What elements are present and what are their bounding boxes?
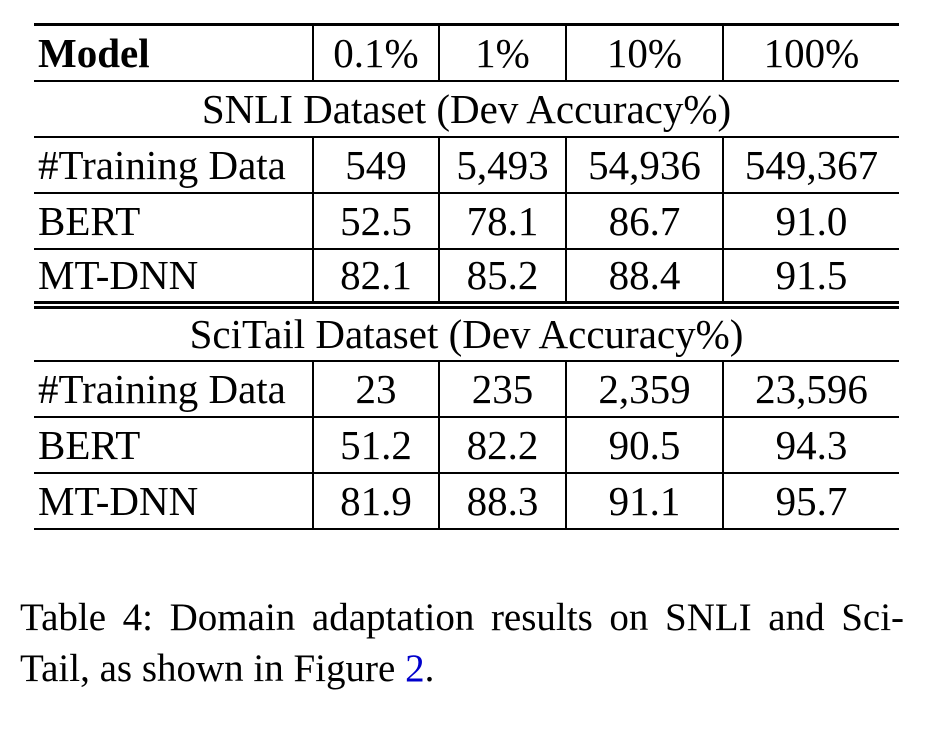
- caption-line-2: Tail, as shown in Figure 2.: [20, 643, 904, 694]
- caption-table-label: Table 4:: [20, 595, 154, 639]
- row-label: #Training Data: [38, 365, 286, 412]
- table-row-snli-training-data: #Training Data 549 5,493 54,936 549,367: [34, 136, 899, 193]
- data-cell: 549: [312, 136, 439, 193]
- table-header-row: Model 0.1% 1% 10% 100%: [34, 24, 899, 81]
- row-label: MT-DNN: [38, 477, 199, 524]
- data-cell: 52.5: [312, 192, 439, 249]
- table-caption: Table 4: Domain adaptation results on SN…: [20, 592, 904, 694]
- column-header-0-1-percent: 0.1%: [312, 24, 439, 81]
- table-row-snli-mtdnn: MT-DNN 82.1 85.2 88.4 91.5: [34, 248, 899, 305]
- caption-text: Tail, as shown in Figure: [20, 646, 406, 690]
- row-label: #Training Data: [38, 141, 286, 188]
- data-cell: 82.1: [312, 248, 439, 305]
- data-cell: 86.7: [565, 192, 723, 249]
- data-cell: 2,359: [565, 360, 723, 417]
- table-row-scitail-bert: BERT 51.2 82.2 90.5 94.3: [34, 416, 899, 473]
- data-cell: 78.1: [438, 192, 566, 249]
- column-header-100-percent: 100%: [722, 24, 899, 81]
- results-table: Model 0.1% 1% 10% 100% SNLI Dataset (Dev…: [34, 23, 899, 530]
- data-cell: 5,493: [438, 136, 566, 193]
- column-header-1-percent: 1%: [438, 24, 566, 81]
- section-title-scitail: SciTail Dataset (Dev Accuracy%): [189, 311, 744, 357]
- data-cell: 235: [438, 360, 566, 417]
- data-cell: 23: [312, 360, 439, 417]
- data-cell: 94.3: [722, 416, 899, 473]
- data-cell: 51.2: [312, 416, 439, 473]
- data-cell: 91.0: [722, 192, 899, 249]
- caption-line-1: Table 4: Domain adaptation results on SN…: [20, 592, 904, 643]
- data-cell: 82.2: [438, 416, 566, 473]
- data-cell: 95.7: [722, 472, 899, 529]
- caption-text: .: [424, 646, 435, 690]
- data-cell: 91.5: [722, 248, 899, 305]
- data-cell: 90.5: [565, 416, 723, 473]
- section-title-row-snli: SNLI Dataset (Dev Accuracy%): [34, 81, 899, 137]
- table-row-scitail-mtdnn: MT-DNN 81.9 88.3 91.1 95.7: [34, 472, 899, 529]
- paper-page: Model 0.1% 1% 10% 100% SNLI Dataset (Dev…: [0, 23, 940, 730]
- data-cell: 91.1: [565, 472, 723, 529]
- data-cell: 54,936: [565, 136, 723, 193]
- data-cell: 88.4: [565, 248, 723, 305]
- data-cell: 88.3: [438, 472, 566, 529]
- row-label: BERT: [38, 197, 141, 244]
- data-cell: 81.9: [312, 472, 439, 529]
- section-title-row-scitail: SciTail Dataset (Dev Accuracy%): [34, 305, 899, 361]
- caption-text: Domain adaptation results on SNLI and Sc…: [169, 595, 905, 639]
- data-cell: 85.2: [438, 248, 566, 305]
- row-label: MT-DNN: [38, 252, 199, 298]
- column-header-model: Model: [38, 29, 150, 76]
- table-row-snli-bert: BERT 52.5 78.1 86.7 91.0: [34, 192, 899, 249]
- data-cell: 549,367: [722, 136, 899, 193]
- table-row-scitail-training-data: #Training Data 23 235 2,359 23,596: [34, 360, 899, 417]
- data-cell: 23,596: [722, 360, 899, 417]
- figure-ref-link[interactable]: 2: [405, 646, 425, 690]
- row-label: BERT: [38, 421, 141, 468]
- section-title-snli: SNLI Dataset (Dev Accuracy%): [201, 85, 732, 132]
- column-header-10-percent: 10%: [565, 24, 723, 81]
